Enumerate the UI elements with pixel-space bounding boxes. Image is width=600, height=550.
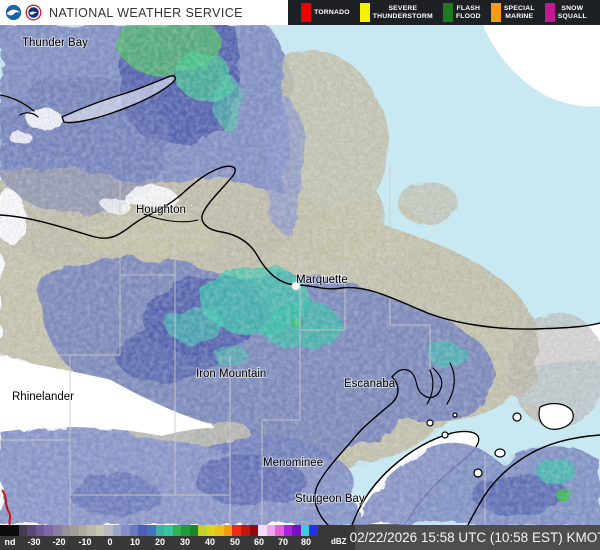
colorbar-segment — [206, 525, 216, 536]
colorbar-segment — [309, 525, 318, 536]
colorbar-tick: 60 — [253, 537, 265, 547]
radar-map[interactable]: Thunder Bay Houghton Marquette Iron Mountai… — [0, 25, 600, 526]
colorbar-segment — [104, 525, 113, 536]
colorbar-segment — [27, 525, 36, 536]
radar-map-canvas: Thunder Bay Houghton Marquette Iron Mountai… — [0, 25, 600, 526]
colorbar-segment — [232, 525, 242, 536]
city-label-houghton: Houghton — [136, 204, 186, 216]
warning-legend-item: SEVERE THUNDERSTORM — [359, 3, 433, 22]
colorbar-segment — [181, 525, 190, 536]
colorbar-segment — [0, 525, 19, 536]
colorbar-tick: 40 — [204, 537, 216, 547]
warning-label: TORNADO — [314, 8, 350, 16]
colorbar-unit-label: dBZ — [331, 537, 347, 546]
warning-legend-item: TORNADO — [301, 3, 350, 22]
colorbar-tick: -10 — [78, 537, 92, 547]
warning-legend-item: SPECIAL MARINE — [490, 3, 535, 22]
shorelines — [0, 75, 600, 526]
warning-swatch — [490, 3, 501, 22]
header-branding: NATIONAL WEATHER SERVICE — [0, 0, 288, 25]
colorbar-tick: 70 — [277, 537, 289, 547]
colorbar-segment — [35, 525, 45, 536]
agency-title: NATIONAL WEATHER SERVICE — [49, 5, 243, 20]
colorbar-tick: 20 — [154, 537, 166, 547]
colorbar-segment — [164, 525, 173, 536]
colorbar-segment — [95, 525, 105, 536]
footer-bar: nd -30 -20 -10 0 10 20 30 40 50 60 70 80 dBZ 02/22/2… — [0, 525, 600, 550]
colorbar-segment — [61, 525, 71, 536]
city-label-iron-mountain: Iron Mountain — [196, 368, 266, 380]
reflectivity-colorbar — [0, 525, 318, 536]
warning-swatch — [544, 3, 555, 22]
colorbar-tick: 30 — [179, 537, 191, 547]
warning-label: SEVERE THUNDERSTORM — [372, 4, 433, 20]
city-label-menominee: Menominee — [263, 457, 323, 469]
colorbar-segment — [223, 525, 233, 536]
colorbar-segment — [275, 525, 284, 536]
warning-label: FLASH FLOOD — [455, 4, 481, 20]
warning-swatch — [301, 3, 312, 22]
warning-swatch — [442, 3, 453, 22]
scan-timestamp: 02/22/2026 15:58 UTC (10:58 EST) KMOT — [349, 530, 600, 545]
colorbar-segment — [87, 525, 96, 536]
colorbar-segment — [249, 525, 259, 536]
colorbar-tick: 80 — [300, 537, 312, 547]
warning-label: SNOW SQUALL — [557, 4, 587, 20]
colorbar-segment — [70, 525, 79, 536]
islands — [426, 402, 574, 478]
colorbar-segment — [283, 525, 293, 536]
colorbar-segment — [292, 525, 301, 536]
colorbar-segment — [198, 525, 207, 536]
highway-line — [1, 489, 12, 526]
warning-legend: TORNADO SEVERE THUNDERSTORM FLASH FLOOD SPE… — [288, 0, 600, 25]
colorbar-segment — [258, 525, 267, 536]
city-label-thunder-bay: Thunder Bay — [22, 37, 88, 49]
warning-label: SPECIAL MARINE — [503, 4, 535, 20]
noaa-logo — [5, 4, 22, 21]
warning-swatch — [359, 3, 370, 22]
colorbar-tick: -20 — [52, 537, 66, 547]
colorbar-segment — [44, 525, 53, 536]
colorbar-tick: 0 — [107, 537, 113, 547]
timestamp-section: 02/22/2026 15:58 UTC (10:58 EST) KMOT — [350, 525, 600, 550]
colorbar-tick: 10 — [129, 537, 141, 547]
city-label-marquette: Marquette — [296, 274, 348, 286]
city-label-escanaba: Escanaba — [344, 378, 396, 390]
warning-legend-item: SNOW SQUALL — [544, 3, 587, 22]
colorbar-ticks: nd -30 -20 -10 0 10 20 30 40 50 60 70 80 — [0, 536, 330, 550]
colorbar-segment — [138, 525, 148, 536]
header-bar: NATIONAL WEATHER SERVICE TORNADO SEVERE T… — [0, 0, 600, 25]
colorbar-segment — [147, 525, 156, 536]
colorbar-segment — [129, 525, 139, 536]
colorbar-segment — [241, 525, 250, 536]
colorbar-segment — [266, 525, 276, 536]
colorbar-tick: -30 — [27, 537, 41, 547]
colorbar-tick: nd — [4, 537, 16, 547]
colorbar-segment — [121, 525, 130, 536]
city-label-rhinelander: Rhinelander — [12, 391, 74, 403]
colorbar-segment — [172, 525, 182, 536]
colorbar-segment — [155, 525, 165, 536]
colorbar-segment — [215, 525, 224, 536]
colorbar-segment — [78, 525, 88, 536]
nws-logo — [25, 4, 42, 21]
colorbar-segment — [300, 525, 310, 536]
colorbar-segment — [53, 525, 62, 536]
city-labels: Thunder Bay Houghton Marquette Iron Mountai… — [11, 36, 397, 506]
warning-legend-item: FLASH FLOOD — [442, 3, 481, 22]
county-boundaries — [0, 165, 486, 525]
city-label-sturgeon-bay: Sturgeon Bay — [295, 493, 365, 505]
radar-range-edge — [483, 25, 600, 107]
radar-site-marker — [291, 281, 301, 291]
colorbar-tick: 50 — [229, 537, 241, 547]
colorbar-segment — [189, 525, 199, 536]
colorbar-segment — [18, 525, 28, 536]
colorbar-segment — [112, 525, 122, 536]
